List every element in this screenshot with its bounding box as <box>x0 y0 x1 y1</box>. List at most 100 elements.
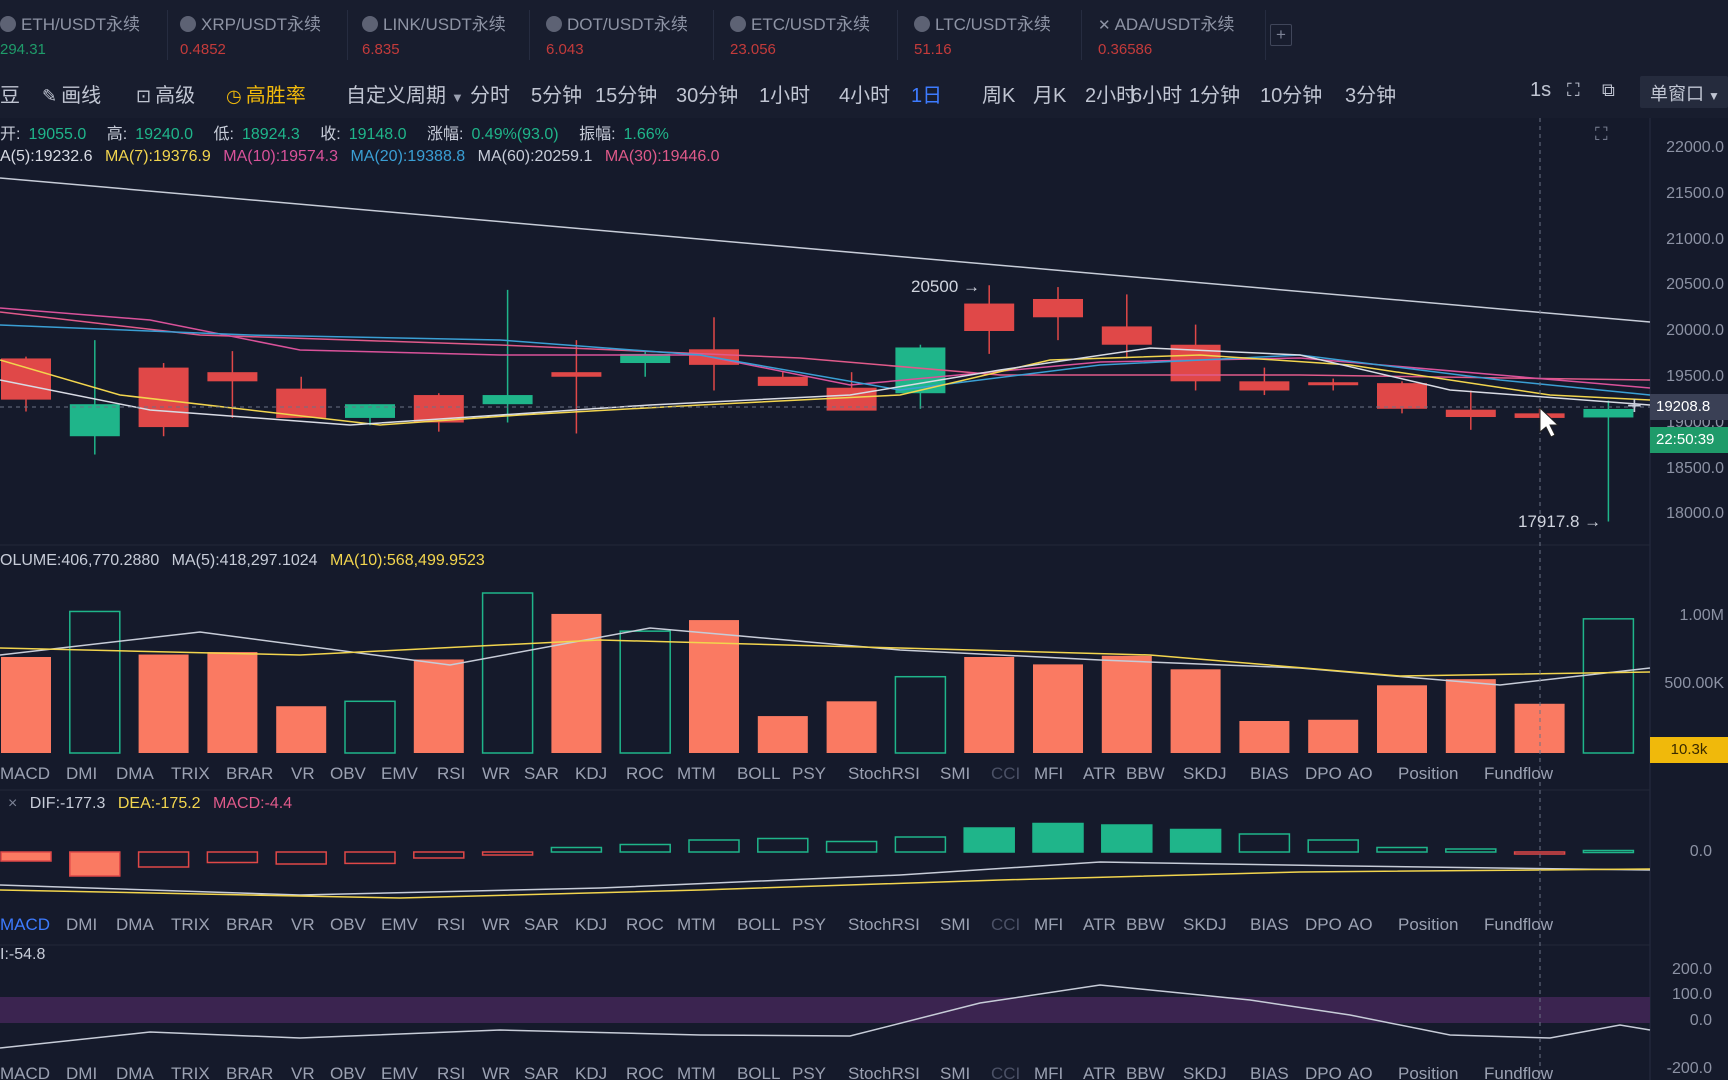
indicator-tab[interactable]: ROC <box>626 915 664 934</box>
indicator-tab[interactable]: TRIX <box>171 915 210 934</box>
indicator-tab[interactable]: EMV <box>381 1064 418 1080</box>
chart-canvas[interactable]: + <box>0 118 1728 1080</box>
indicator-tab[interactable]: PSY <box>792 1064 827 1080</box>
indicator-tab[interactable]: CCI <box>991 915 1021 934</box>
indicator-tab[interactable]: RSI <box>437 915 466 934</box>
interval-tab[interactable]: 1日 <box>911 85 943 107</box>
indicator-tab[interactable]: SMI <box>940 764 971 783</box>
indicator-tab[interactable]: SKDJ <box>1183 915 1227 934</box>
indicator-tab[interactable]: BIAS <box>1250 764 1289 783</box>
indicator-tab[interactable]: BRAR <box>226 1064 274 1080</box>
indicator-tab[interactable]: AO <box>1348 764 1373 783</box>
expand-icon[interactable]: ⛶ <box>1595 124 1608 144</box>
indicator-tab[interactable]: KDJ <box>575 1064 608 1080</box>
interval-tab[interactable]: 2小时 <box>1085 85 1137 107</box>
indicator-tab[interactable]: AO <box>1348 1064 1373 1080</box>
indicator-tab[interactable]: EMV <box>381 764 418 783</box>
indicator-tab[interactable]: SAR <box>524 764 559 783</box>
ticker-item[interactable]: XRP/USDT永续 0.4852 <box>168 10 348 60</box>
indicator-tab[interactable]: MTM <box>677 915 716 934</box>
indicator-tab[interactable]: DMI <box>66 764 98 783</box>
custom-period-select[interactable]: 自定义周期 ▼ <box>346 79 464 108</box>
ticker-item[interactable]: LINK/USDT永续 6.835 <box>350 10 530 60</box>
interval-tab[interactable]: 月K <box>1033 85 1067 107</box>
indicator-tab[interactable]: SMI <box>940 915 971 934</box>
indicator-tab[interactable]: DMI <box>66 915 98 934</box>
indicator-tab[interactable]: WR <box>482 915 511 934</box>
interval-tab[interactable]: 1小时 <box>759 85 811 107</box>
indicator-tab[interactable]: ATR <box>1083 1064 1116 1080</box>
indicator-tab[interactable]: VR <box>291 764 315 783</box>
indicator-tab[interactable]: OBV <box>330 1064 366 1080</box>
interval-tab[interactable]: 3分钟 <box>1345 85 1397 107</box>
indicator-tab[interactable]: MTM <box>677 764 716 783</box>
indicator-tab[interactable]: VR <box>291 1064 315 1080</box>
indicator-tab[interactable]: SAR <box>524 1064 559 1080</box>
indicator-tab[interactable]: KDJ <box>575 764 608 783</box>
indicator-tab[interactable]: BOLL <box>737 1064 781 1080</box>
indicator-tab[interactable]: DPO <box>1305 764 1342 783</box>
toolbar-basic-button[interactable]: 豆 <box>0 85 20 107</box>
indicator-tab[interactable]: CCI <box>991 1064 1021 1080</box>
indicator-tab[interactable]: RSI <box>437 1064 466 1080</box>
indicator-tab[interactable]: BBW <box>1126 915 1165 934</box>
refresh-rate-button[interactable]: 1s <box>1530 79 1552 101</box>
indicator-tab[interactable]: StochRSI <box>848 1064 920 1080</box>
indicator-tab[interactable]: SKDJ <box>1183 764 1227 783</box>
indicator-tab[interactable]: TRIX <box>171 764 210 783</box>
indicator-tab[interactable]: BRAR <box>226 764 274 783</box>
indicator-tab[interactable]: OBV <box>330 764 366 783</box>
indicator-tab[interactable]: AO <box>1348 915 1373 934</box>
indicator-tab[interactable]: MFI <box>1034 764 1064 783</box>
indicator-tab[interactable]: SAR <box>524 915 559 934</box>
interval-tab[interactable]: 10分钟 <box>1260 85 1323 107</box>
indicator-tab[interactable]: EMV <box>381 915 418 934</box>
indicator-tab[interactable]: ROC <box>626 764 664 783</box>
indicator-tab[interactable]: MTM <box>677 1064 716 1080</box>
indicator-tab[interactable]: DMA <box>116 764 154 783</box>
draw-line-button[interactable]: ✎ 画线 <box>42 79 101 108</box>
indicator-tab[interactable]: DMA <box>116 915 154 934</box>
interval-tab[interactable]: 1分钟 <box>1189 85 1241 107</box>
ticker-item[interactable]: ETC/USDT永续 23.056 <box>718 10 898 60</box>
ticker-item[interactable]: DOT/USDT永续 6.043 <box>534 10 714 60</box>
winrate-button[interactable]: ◷ 高胜率 <box>226 79 306 108</box>
indicator-tab[interactable]: BRAR <box>226 915 274 934</box>
indicator-tab[interactable]: RSI <box>437 764 466 783</box>
indicator-tab[interactable]: Fundflow <box>1484 915 1553 934</box>
screenshot-icon[interactable]: ⧉ <box>1602 80 1615 100</box>
indicator-tab[interactable]: BOLL <box>737 915 781 934</box>
indicator-tab[interactable]: Position <box>1398 915 1459 934</box>
indicator-tab[interactable]: BBW <box>1126 764 1165 783</box>
interval-tab[interactable]: 15分钟 <box>595 85 658 107</box>
indicator-tab[interactable]: MACD <box>0 1064 51 1080</box>
indicator-tab[interactable]: ATR <box>1083 915 1116 934</box>
indicator-tab[interactable]: StochRSI <box>848 764 920 783</box>
indicator-tab[interactable]: WR <box>482 1064 511 1080</box>
window-mode-select[interactable]: 单窗口 ▼ <box>1640 76 1728 108</box>
indicator-tab[interactable]: Position <box>1398 764 1459 783</box>
indicator-tab[interactable]: Fundflow <box>1484 764 1553 783</box>
interval-tab[interactable]: 4小时 <box>839 85 891 107</box>
add-ticker-button[interactable]: + <box>1270 24 1292 46</box>
advanced-button[interactable]: ⊡ 高级 <box>136 79 195 108</box>
interval-tab[interactable]: 30分钟 <box>676 85 739 107</box>
indicator-tab[interactable]: PSY <box>792 764 827 783</box>
indicator-tab[interactable]: MFI <box>1034 1064 1064 1080</box>
indicator-tab[interactable]: BOLL <box>737 764 781 783</box>
interval-tab[interactable]: 分时 <box>470 85 510 107</box>
indicator-tab[interactable]: DPO <box>1305 915 1342 934</box>
indicator-tab[interactable]: BIAS <box>1250 915 1289 934</box>
close-icon[interactable]: × <box>8 795 18 812</box>
indicator-tab[interactable]: SMI <box>940 1064 971 1080</box>
indicator-tab[interactable]: WR <box>482 764 511 783</box>
indicator-tab[interactable]: OBV <box>330 915 366 934</box>
indicator-tab[interactable]: PSY <box>792 915 827 934</box>
indicator-tab[interactable]: DPO <box>1305 1064 1342 1080</box>
indicator-tab[interactable]: MACD <box>0 764 51 783</box>
indicator-tab[interactable]: VR <box>291 915 315 934</box>
indicator-tab[interactable]: BIAS <box>1250 1064 1289 1080</box>
indicator-tab[interactable]: ROC <box>626 1064 664 1080</box>
ticker-item[interactable]: ✕ ADA/USDT永续 0.36586 <box>1086 10 1266 60</box>
indicator-tab[interactable]: ATR <box>1083 764 1116 783</box>
